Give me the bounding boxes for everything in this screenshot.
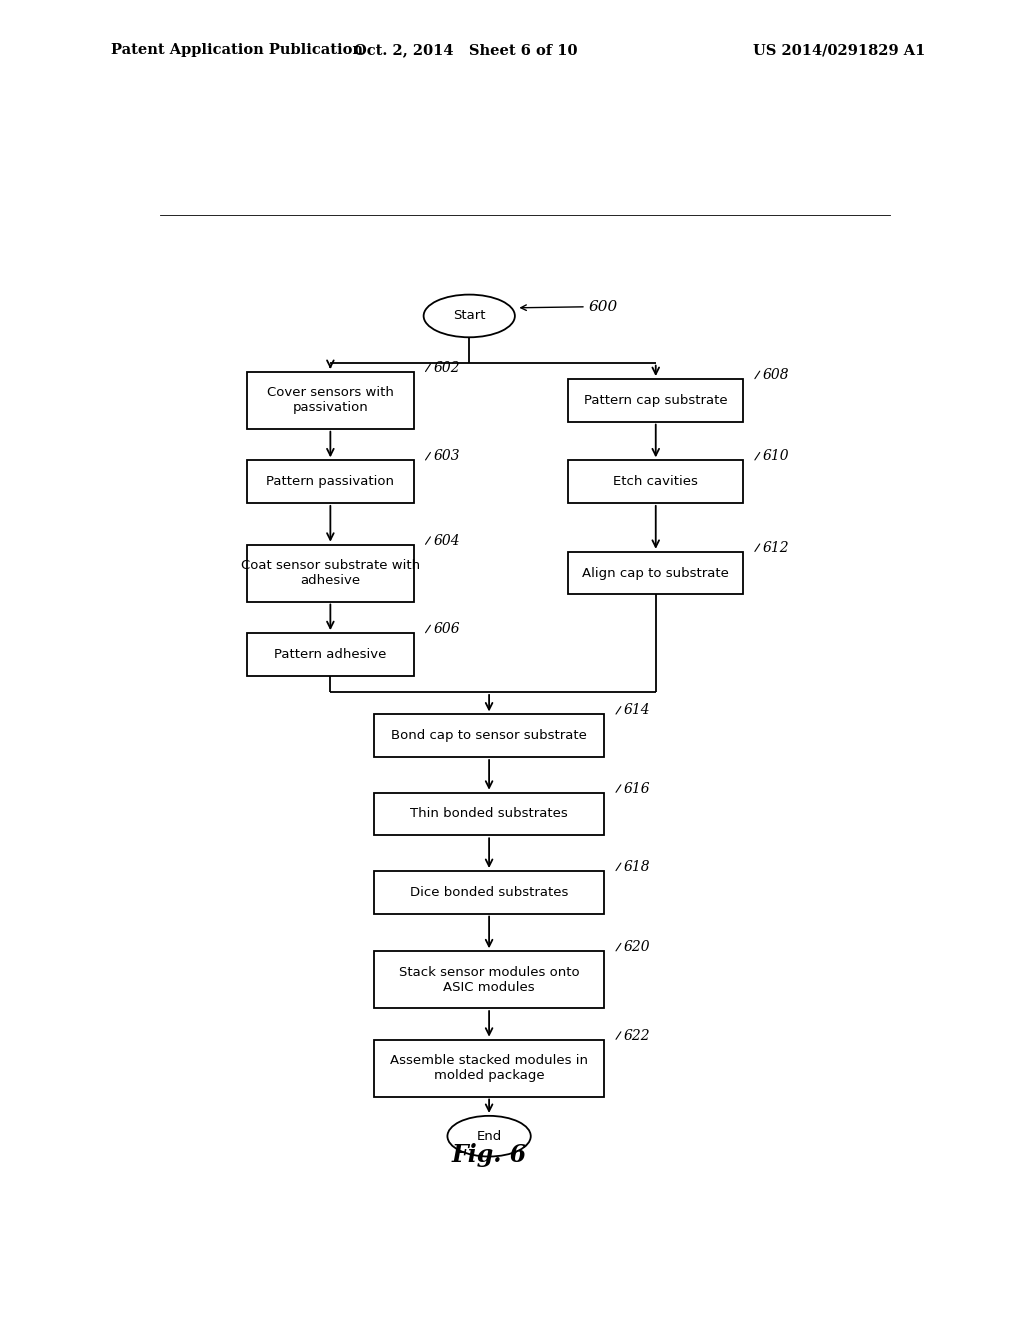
Text: Cover sensors with
passivation: Cover sensors with passivation (267, 387, 394, 414)
Text: 610: 610 (763, 449, 790, 463)
Text: US 2014/0291829 A1: US 2014/0291829 A1 (754, 44, 926, 57)
Text: 612: 612 (763, 541, 790, 554)
Text: Coat sensor substrate with
adhesive: Coat sensor substrate with adhesive (241, 560, 420, 587)
Text: Align cap to substrate: Align cap to substrate (583, 566, 729, 579)
Text: Start: Start (453, 309, 485, 322)
Text: Pattern adhesive: Pattern adhesive (274, 648, 386, 661)
Text: Fig. 6: Fig. 6 (452, 1143, 526, 1167)
Text: Assemble stacked modules in
molded package: Assemble stacked modules in molded packa… (390, 1055, 588, 1082)
Text: 614: 614 (624, 704, 650, 717)
Text: 618: 618 (624, 859, 650, 874)
Text: 620: 620 (624, 940, 650, 954)
Text: Pattern cap substrate: Pattern cap substrate (584, 393, 728, 407)
Text: 603: 603 (433, 449, 460, 463)
Text: Pattern passivation: Pattern passivation (266, 475, 394, 488)
Text: Oct. 2, 2014   Sheet 6 of 10: Oct. 2, 2014 Sheet 6 of 10 (354, 44, 578, 57)
Bar (568, 379, 743, 421)
Bar (374, 792, 604, 836)
Bar (247, 634, 414, 676)
Text: 604: 604 (433, 533, 460, 548)
Text: 600: 600 (588, 300, 617, 314)
Text: Bond cap to sensor substrate: Bond cap to sensor substrate (391, 729, 587, 742)
Bar (374, 952, 604, 1008)
Text: Stack sensor modules onto
ASIC modules: Stack sensor modules onto ASIC modules (398, 966, 580, 994)
Bar (374, 871, 604, 913)
Text: End: End (476, 1130, 502, 1143)
Bar (568, 461, 743, 503)
Text: Etch cavities: Etch cavities (613, 475, 698, 488)
Bar (247, 545, 414, 602)
Bar (374, 1040, 604, 1097)
Text: 606: 606 (433, 622, 460, 636)
Text: 608: 608 (763, 368, 790, 381)
Text: Thin bonded substrates: Thin bonded substrates (411, 808, 568, 821)
Text: Dice bonded substrates: Dice bonded substrates (410, 886, 568, 899)
Text: Patent Application Publication: Patent Application Publication (111, 44, 362, 57)
Bar (247, 461, 414, 503)
Bar (247, 372, 414, 429)
Text: 622: 622 (624, 1028, 650, 1043)
Bar (374, 714, 604, 758)
Text: 616: 616 (624, 781, 650, 796)
Bar (568, 552, 743, 594)
Text: 602: 602 (433, 360, 460, 375)
